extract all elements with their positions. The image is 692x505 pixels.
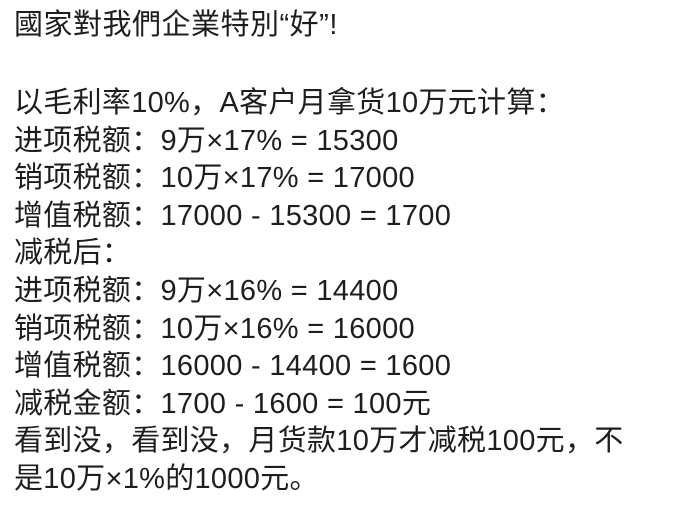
page-title: 國家對我們企業特別“好”! (14, 9, 338, 41)
text-line-conclusion-2: 是10万×1%的1000元。 (14, 462, 319, 495)
text-line-input-tax-old: 进项税额：9万×17% = 15300 (14, 124, 399, 157)
text-line-input-tax-new: 进项税额：9万×16% = 14400 (14, 274, 399, 307)
text-line-output-tax-new: 销项税额：10万×16% = 16000 (14, 312, 415, 345)
text-line-output-tax-old: 销项税额：10万×17% = 17000 (14, 162, 415, 195)
calculation-block: 以毛利率10%，A客户月拿货10万元计算： 进项税额：9万×17% = 1530… (14, 85, 684, 499)
text-line-vat-old: 增值税额：17000 - 15300 = 1700 (14, 199, 452, 232)
text-line-tax-saving: 减税金额：1700 - 1600 = 100元 (14, 387, 432, 420)
text-line-vat-new: 增值税额：16000 - 14400 = 1600 (14, 350, 452, 383)
text-line-premise: 以毛利率10%，A客户月拿货10万元计算： (14, 87, 565, 119)
text-line-after-cut: 减税后： (14, 237, 132, 270)
text-line-conclusion-1: 看到没，看到没，月货款10万才减税100元，不 (14, 425, 624, 458)
